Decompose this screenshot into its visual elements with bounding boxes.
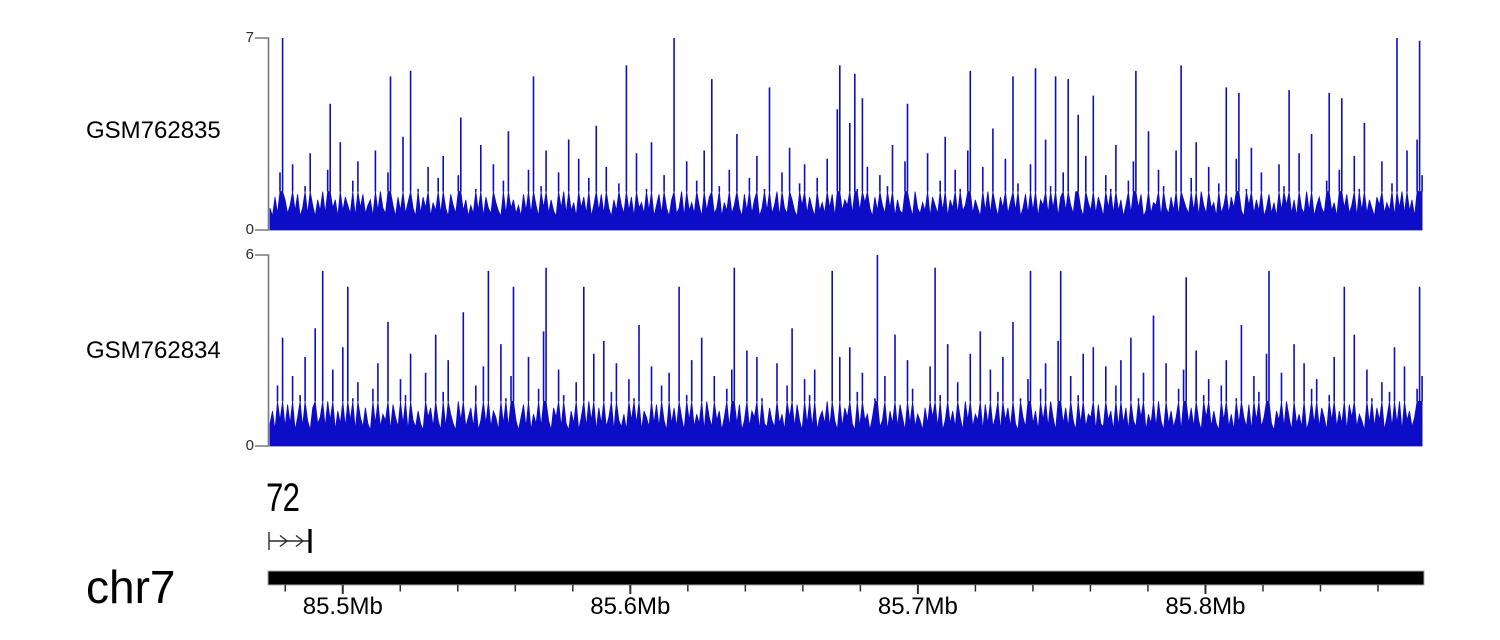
track-label-gsm762835: GSM762835 [86, 117, 221, 144]
track2-ymax-label: 6 [245, 246, 254, 263]
track1-ymin-label: 0 [245, 221, 254, 238]
axis-tick-label: 85.7Mb [877, 593, 958, 620]
genome-axis-ticks [284, 585, 1379, 594]
strand-arrow-icon [295, 534, 305, 548]
track1-ymax-label: 7 [245, 29, 254, 46]
axis-tick-label: 85.5Mb [302, 593, 383, 620]
track1-y-axis [255, 37, 270, 231]
strand-arrow-icon [279, 534, 289, 548]
track2-y-axis [255, 254, 270, 447]
feature-exon-box [308, 529, 312, 553]
track-label-gsm762834: GSM762834 [86, 337, 221, 364]
axis-tick-label: 85.6Mb [590, 593, 671, 620]
genome-axis-bar [267, 570, 1425, 586]
signal-spikes [276, 255, 1423, 402]
signal-track-gsm762835 [269, 38, 1423, 231]
annotation-group-label: 72 [266, 476, 300, 520]
annotation-feature-glyph [268, 529, 312, 553]
axis-tick-label: 85.8Mb [1165, 593, 1246, 620]
chromosome-label: chr7 [86, 561, 176, 613]
signal-area [269, 401, 1423, 447]
signal-area [269, 190, 1423, 231]
axis-tick-labels: 85.5Mb 85.6Mb 85.7Mb 85.8Mb [0, 593, 1500, 623]
genome-axis [267, 570, 1425, 594]
track2-ymin-label: 0 [245, 437, 254, 454]
signal-spikes [279, 38, 1423, 192]
signal-track-gsm762834 [269, 255, 1423, 447]
